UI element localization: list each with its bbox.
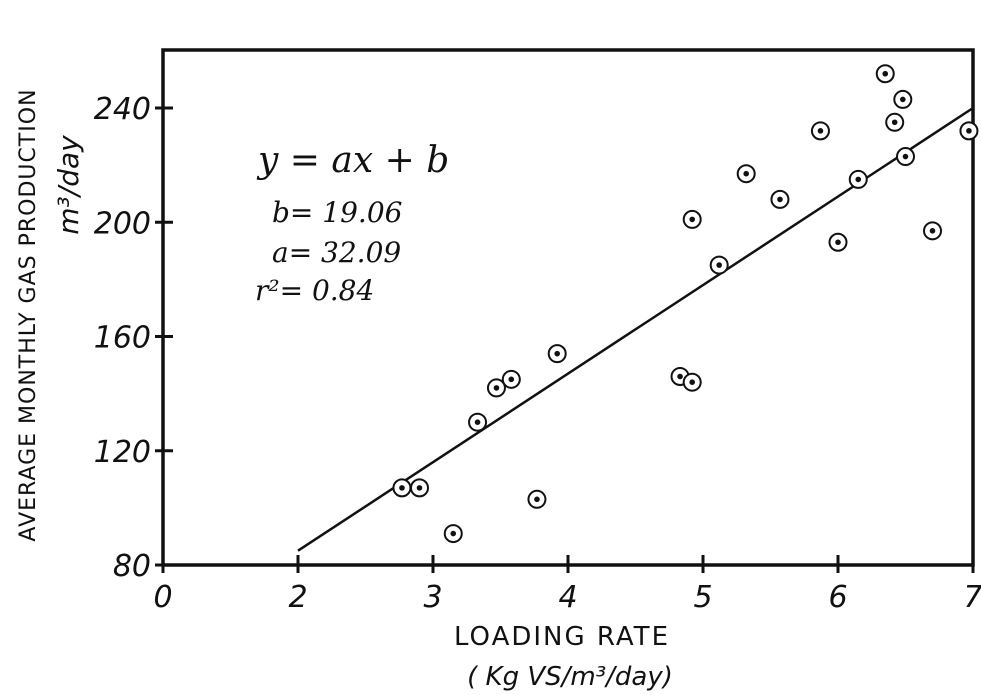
y-axis-ticks: 80 120 160 200 240	[94, 92, 173, 584]
data-point	[893, 89, 913, 109]
data-point	[810, 121, 830, 141]
data-point	[736, 164, 756, 184]
x-tick-label: 4	[558, 580, 577, 615]
data-point-dot	[689, 216, 695, 223]
data-point	[875, 64, 895, 84]
x-tick-label: 0	[153, 580, 172, 615]
data-point-dot	[902, 153, 909, 160]
data-point-dot	[416, 485, 423, 491]
x-axis-title: LOADING RATE	[454, 622, 670, 652]
data-point	[682, 209, 702, 229]
data-point-dot	[900, 96, 906, 103]
data-point-dot	[554, 350, 560, 357]
data-point	[410, 478, 429, 498]
y-tick-label: 160	[94, 321, 151, 356]
data-point-dot	[689, 379, 695, 386]
data-point-dot	[493, 385, 500, 391]
data-point-dot	[891, 119, 898, 126]
data-points	[392, 64, 979, 544]
x-tick-label: 3	[423, 580, 442, 615]
x-tick-label: 2	[288, 580, 307, 615]
x-axis-ticks: 0 2 3 4 5 6 7	[153, 555, 981, 615]
data-point	[848, 169, 868, 189]
y-tick-label: 240	[94, 92, 151, 127]
data-point-dot	[743, 170, 749, 177]
data-point-dot	[450, 530, 457, 537]
x-tick-label: 7	[963, 580, 981, 615]
data-point	[682, 372, 702, 392]
x-tick-label: 5	[693, 580, 712, 615]
r-squared: r²= 0.84	[255, 274, 374, 307]
data-point	[486, 378, 506, 398]
data-point-dot	[474, 419, 481, 425]
data-point-dot	[777, 196, 783, 203]
data-point	[770, 189, 790, 209]
data-point	[443, 524, 463, 544]
data-point-dot	[929, 228, 936, 234]
data-point-dot	[534, 496, 540, 503]
data-point-dot	[399, 485, 405, 491]
data-point	[392, 478, 412, 498]
data-point	[923, 221, 942, 241]
y-tick-label: 80	[113, 549, 151, 584]
data-point-dot	[966, 128, 972, 134]
data-point-dot	[677, 373, 683, 380]
data-point	[527, 489, 547, 509]
y-tick-label: 200	[94, 206, 151, 241]
data-point	[501, 369, 521, 389]
x-axis-units: ( Kg VS/m³/day)	[467, 662, 673, 692]
equation-text: y = ax + b	[256, 140, 449, 181]
coefficient-a: a= 32.09	[272, 236, 401, 269]
data-point	[896, 147, 915, 167]
data-point	[885, 112, 905, 132]
data-point-dot	[716, 262, 722, 268]
data-point-dot	[882, 70, 889, 77]
coefficient-b: b= 19.06	[272, 196, 402, 229]
data-point	[709, 255, 729, 275]
y-tick-label: 120	[94, 435, 151, 470]
data-point-dot	[855, 176, 862, 183]
data-point	[828, 232, 848, 252]
data-point-dot	[817, 128, 824, 134]
data-point-dot	[508, 376, 515, 383]
data-point-dot	[835, 239, 841, 246]
data-point	[468, 412, 488, 432]
equation-annotation: y = ax + b b= 19.06 a= 32.09 r²= 0.84	[255, 140, 449, 307]
x-tick-label: 6	[828, 580, 847, 615]
y-axis-units: m³/day	[52, 135, 85, 235]
data-point	[959, 121, 979, 141]
data-point	[547, 344, 567, 364]
y-axis-title: AVERAGE MONTHLY GAS PRODUCTION	[16, 88, 41, 541]
